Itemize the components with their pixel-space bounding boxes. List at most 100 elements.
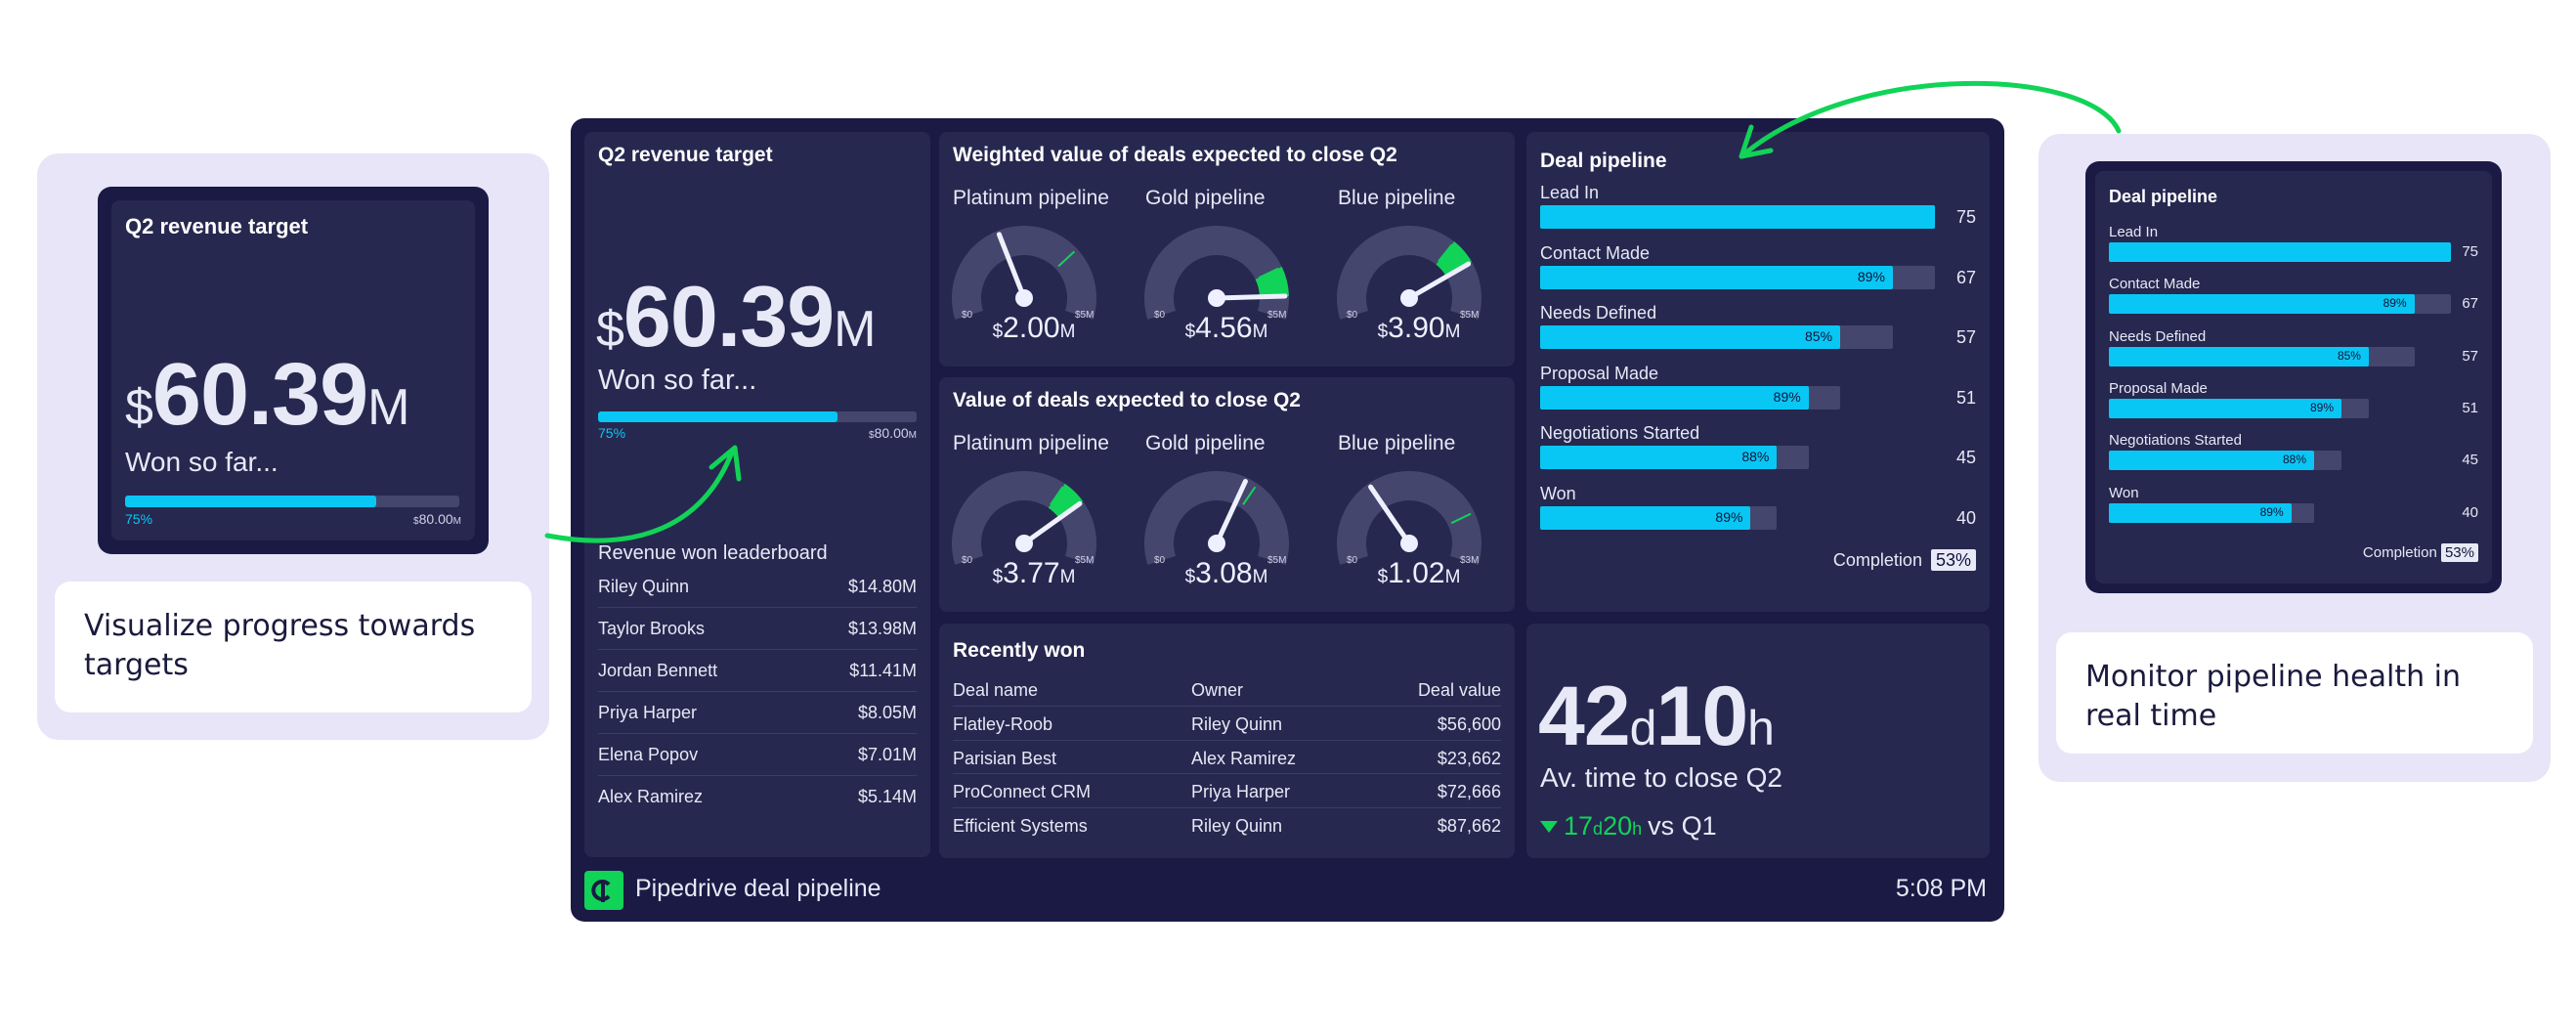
gauge-needle: [1368, 484, 1412, 546]
gauge-value-number: 3.08: [1195, 557, 1253, 589]
pipeline-stage-fill: 85%: [2109, 346, 2369, 367]
gauge-track: [1144, 471, 1289, 565]
gauge-max-label: $3M: [1460, 555, 1479, 566]
pipeline-stage-label: Contact Made: [2109, 276, 2201, 293]
pipeline-stage-track: 88%: [1540, 446, 1809, 469]
gauge-value-unit: M: [1444, 567, 1461, 587]
gauge-value-currency: $: [1184, 322, 1196, 342]
gauge-label: Blue pipeline: [1338, 187, 1456, 209]
mini-pipeline-preview: Deal pipeline Completion 53% Lead In 75 Co…: [2085, 161, 2502, 593]
deal-name-cell: ProConnect CRM: [953, 782, 1092, 801]
deal-pipeline-title: Deal pipeline: [1540, 150, 1667, 172]
gauge-value-currency: $: [1377, 567, 1389, 587]
pipeline-stage-track: 89%: [2109, 294, 2451, 315]
gauge-needle: [1214, 478, 1248, 546]
revenue-target-title: Q2 revenue target: [598, 144, 773, 166]
leaderboard-value: $11.41M: [849, 660, 917, 680]
pipeline-stage-pct: 85%: [2337, 348, 2361, 363]
pipeline-stage-fill: 89%: [1540, 265, 1893, 289]
mini-revenue-progress: [125, 496, 459, 507]
recently-won-panel: Recently won Deal name Owner Deal value …: [939, 624, 1515, 858]
pipeline-stage-value: 45: [2462, 452, 2478, 469]
gauge-track: [1337, 226, 1481, 320]
gauge-value-unit: M: [1252, 567, 1268, 587]
leaderboard-row: Taylor Brooks $13.98M: [598, 608, 917, 650]
deal-pipeline-panel: Deal pipeline Completion 53% Lead In 75 Co…: [1526, 132, 1990, 612]
gauge-label: Platinum pipeline: [953, 187, 1109, 209]
pipeline-stage-fill: 89%: [2109, 502, 2292, 523]
gauge-chart: $0 $5M: [952, 226, 1096, 321]
gauge-hub: [1208, 289, 1225, 307]
mini-completion-label: Completion: [2362, 544, 2437, 561]
mini-pipeline-card: Deal pipeline Completion 53% Lead In 75 Co…: [2095, 171, 2492, 583]
mini-revenue-subtitle: Won so far...: [125, 447, 279, 477]
gauge-label: Gold pipeline: [1145, 432, 1266, 454]
gauge-max-label: $5M: [1075, 555, 1094, 566]
gauge-track: [1144, 226, 1289, 320]
table-row: Efficient Systems Riley Quinn $87,662: [953, 806, 1501, 841]
deal-value-cell: $56,600: [1437, 714, 1501, 734]
pipeline-stage-track: 88%: [2109, 451, 2341, 471]
gauge-value-unit: M: [1444, 322, 1461, 342]
gauge-chart: $0 $3M: [1337, 471, 1481, 566]
revenue-target-panel: Q2 revenue target $60.39M Won so far... …: [584, 132, 930, 857]
pipeline-stage-label: Proposal Made: [1540, 363, 1659, 383]
deal-name-cell: Flatley-Roob: [953, 714, 1053, 734]
gauge-min-label: $0: [962, 310, 973, 321]
pipeline-stage-pct: 89%: [1773, 388, 1801, 405]
col-owner: Owner: [1191, 680, 1244, 700]
gauge-hub: [1208, 535, 1225, 552]
pipeline-stage-track: 85%: [1540, 325, 1893, 349]
left-callout: Q2 revenue target $60.39M Won so far... …: [37, 153, 549, 740]
gauge-value-number: 4.56: [1195, 312, 1253, 344]
gauge-chart: $0 $5M: [1144, 471, 1289, 566]
pipeline-stage-pct: 89%: [1715, 508, 1743, 525]
close-time-panel: 42d10h Av. time to close Q2 17d20h vs Q1: [1526, 624, 1990, 858]
leaderboard-row: Priya Harper $8.05M: [598, 692, 917, 734]
leaderboard-row: Riley Quinn $14.80M: [598, 566, 917, 608]
right-callout: Deal pipeline Completion 53% Lead In 75 Co…: [2039, 134, 2551, 782]
pipeline-stage-fill: 88%: [2109, 451, 2314, 471]
gauge-min-label: $0: [1347, 310, 1358, 321]
table-row: Flatley-Roob Riley Quinn $56,600: [953, 706, 1501, 739]
mini-pipeline-title: Deal pipeline: [2109, 187, 2218, 206]
col-deal-value: Deal value: [1417, 680, 1501, 700]
footer-title: Pipedrive deal pipeline: [635, 875, 881, 902]
gauge-hub: [1015, 289, 1033, 307]
gauge-excess: [1048, 483, 1084, 519]
gauge-target-marker: [1057, 250, 1076, 268]
gauge-value-currency: $: [1184, 567, 1196, 587]
gauge-label: Blue pipeline: [1338, 432, 1456, 454]
table-row: ProConnect CRM Priya Harper $72,666: [953, 773, 1501, 806]
gauge-chart: $0 $5M: [952, 471, 1096, 566]
close-h-unit: h: [1747, 701, 1775, 755]
leaderboard-name: Jordan Bennett: [598, 660, 718, 680]
mini-completion-badge: 53%: [2440, 543, 2478, 562]
leaderboard-name: Riley Quinn: [598, 576, 690, 596]
pipeline-stage-track: [2109, 242, 2451, 262]
leaderboard-name: Elena Popov: [598, 744, 699, 764]
gauge-value-currency: $: [992, 322, 1004, 342]
gauge-value-number: 3.77: [1003, 557, 1060, 589]
revenue-currency: $: [596, 301, 624, 358]
gauge-value-number: 2.00: [1003, 312, 1060, 344]
pipeline-stage-value: 45: [1955, 448, 1976, 467]
pipeline-stage-track: 89%: [2109, 502, 2314, 523]
completion: Completion 53%: [1833, 549, 1976, 571]
gauge-track: [952, 226, 1096, 320]
revenue-target-currency: $: [869, 430, 875, 441]
recently-won-title: Recently won: [953, 639, 1086, 662]
mini-target-label: $80.00M: [413, 511, 461, 527]
pipeline-stage-label: Lead In: [1540, 183, 1600, 202]
gauge-min-label: $0: [1154, 310, 1166, 321]
gauge-value: $1.02M: [1336, 557, 1502, 590]
delta-h-unit: h: [1632, 819, 1643, 839]
recently-won-rows: Flatley-Roob Riley Quinn $56,600 Parisian B…: [939, 706, 1515, 842]
pipeline-stage-track: 85%: [2109, 346, 2415, 367]
pipeline-stage-value: 40: [2462, 503, 2478, 521]
pipeline-stage-value: 57: [1955, 327, 1976, 347]
pipeline-stage-value: 67: [2462, 295, 2478, 313]
mini-target-unit: M: [452, 516, 461, 527]
gauge-needle: [996, 232, 1027, 301]
gauge-value-unit: M: [1252, 322, 1268, 342]
